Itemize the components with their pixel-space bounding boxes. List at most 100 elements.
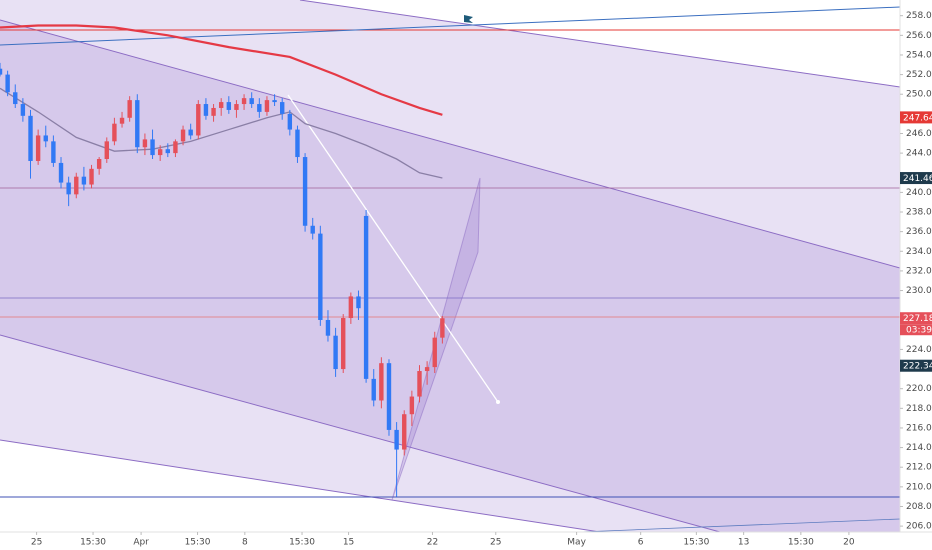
x-tick-label: 15:30 (683, 538, 709, 548)
candle-body (43, 135, 48, 142)
moving-average (0, 24, 443, 116)
price-badge-label: 241.46 (903, 174, 932, 184)
candle-body (363, 215, 369, 379)
candle-body (58, 162, 64, 183)
candle-body (173, 141, 178, 154)
y-tick-label: 230.00 (906, 286, 932, 296)
y-tick-label: 238.00 (906, 208, 932, 218)
y-tick-label: 206.00 (906, 522, 932, 532)
y-tick-label: 244.00 (906, 149, 932, 159)
candle-body (0, 68, 3, 75)
x-tick-label: May (567, 538, 586, 548)
candle-body (66, 182, 71, 195)
candle-body (150, 139, 155, 156)
candle-body (402, 414, 407, 450)
flag-icon (464, 15, 473, 27)
candle-body (432, 337, 437, 368)
x-tick-label: 25 (31, 538, 42, 548)
series (0, 24, 445, 497)
candle-body (348, 296, 354, 319)
candle-body (13, 92, 18, 105)
price-badge-label: 222.34 (903, 362, 932, 372)
candle-body (386, 363, 392, 430)
axes: 258.00 256.00 254.00 252.00 250.00 246.00 244.… (31, 11, 932, 548)
candle-body (318, 233, 323, 320)
trend-line (0, 6, 900, 46)
candle-body (28, 115, 33, 161)
candle-body (241, 98, 247, 105)
y-tick-label: 218.00 (906, 404, 932, 414)
channel-fill (0, 20, 900, 532)
candle-body (218, 102, 224, 108)
x-tick-label: 8 (242, 538, 248, 548)
channel-line (299, 0, 900, 88)
candle-body (211, 107, 216, 116)
y-tick-label: 220.00 (906, 384, 932, 394)
arrow-head (496, 400, 500, 404)
y-tick-label: 258.00 (906, 11, 932, 21)
x-tick-label: 15 (343, 538, 354, 548)
candle-body (127, 100, 132, 118)
candle-body (96, 159, 102, 169)
x-tick-label: 20 (843, 538, 855, 548)
candle-body (142, 139, 148, 148)
candle-body (119, 117, 125, 124)
candle-body (356, 296, 361, 309)
price-badge (900, 111, 932, 124)
candle-body (5, 74, 10, 93)
y-tick-label: 234.00 (906, 247, 932, 257)
countdown-badge (900, 324, 932, 336)
y-tick-label: 240.00 (906, 188, 932, 198)
x-tick-label: 6 (638, 538, 644, 548)
price-badge-label: 247.64 (903, 113, 932, 123)
candle-body (409, 396, 415, 415)
candle-body (272, 100, 277, 103)
candle-body (280, 102, 285, 114)
candle-body (74, 176, 79, 195)
candle-body (325, 319, 331, 336)
candle-body (333, 335, 338, 370)
candle-body (203, 104, 209, 116)
candle-body (257, 104, 262, 112)
x-tick-label: 25 (490, 538, 501, 548)
candle-body (89, 168, 94, 185)
candle-body (302, 157, 308, 226)
channel-line (0, 439, 601, 532)
candle-body (20, 104, 26, 116)
y-tick-label: 224.00 (906, 345, 932, 355)
drawings (0, 0, 900, 532)
candle-body (424, 367, 430, 372)
candle-body (341, 318, 346, 370)
candle-body (249, 98, 254, 105)
y-tick-label: 216.00 (906, 423, 932, 433)
x-tick-label: 15:30 (80, 538, 106, 548)
y-tick-label: 212.00 (906, 463, 932, 473)
channel-fill (0, 0, 900, 532)
x-tick-label: 15:30 (788, 538, 814, 548)
x-tick-label: Apr (133, 538, 149, 548)
candle-body (112, 123, 117, 142)
candle-body (81, 176, 87, 185)
price-badge (900, 359, 932, 372)
candle-body (188, 129, 193, 136)
countdown-label: 03:39 (906, 326, 932, 336)
price-badge-label: 227.18 (903, 314, 932, 324)
candle-body (165, 149, 170, 154)
candle-body (379, 363, 384, 401)
candle-body (226, 102, 232, 110)
candle-body (51, 141, 56, 163)
candle-body (196, 104, 201, 136)
y-tick-label: 232.00 (906, 266, 932, 276)
x-tick-label: 22 (427, 538, 438, 548)
y-tick-label: 210.00 (906, 482, 932, 492)
moving-average (0, 87, 443, 179)
candle-body (417, 371, 422, 397)
y-tick-label: 256.00 (906, 31, 932, 41)
x-tick-label: 13 (738, 538, 749, 548)
channel-line (0, 334, 721, 532)
candle-body (157, 149, 163, 156)
trend-line (579, 518, 900, 532)
candle-body (35, 135, 41, 161)
